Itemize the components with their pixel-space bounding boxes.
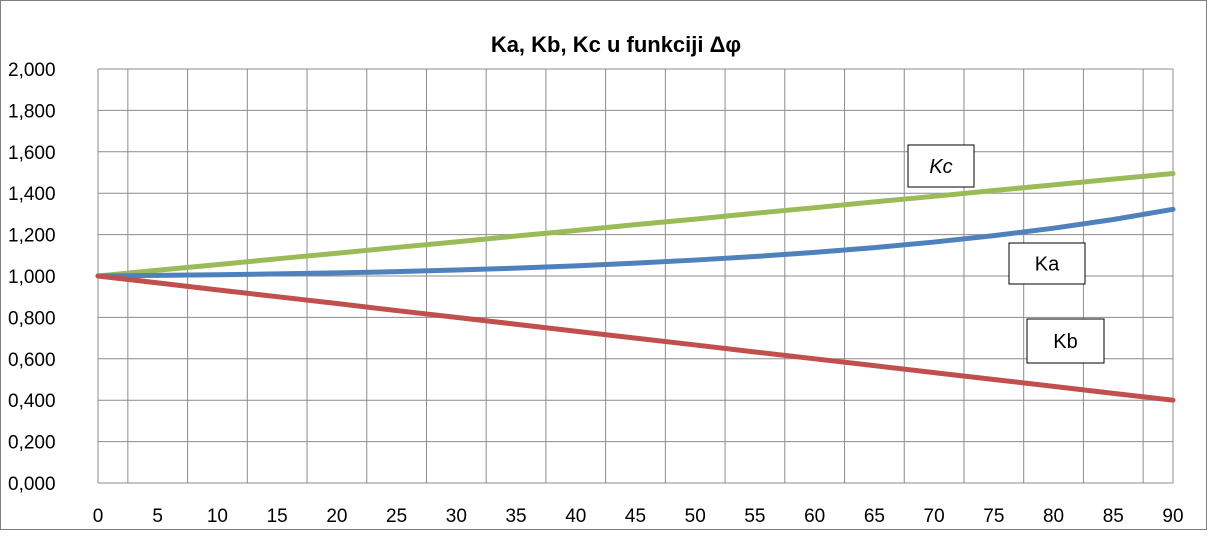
y-tick-label: 1,000 bbox=[8, 267, 56, 288]
series-label-ka: Ka bbox=[1035, 254, 1060, 276]
x-tick-label: 80 bbox=[1043, 506, 1064, 527]
series-line-ka bbox=[95, 206, 1176, 279]
series-label-boxes: Kc Ka Kb bbox=[907, 144, 1105, 364]
x-tick-label: 35 bbox=[505, 506, 526, 527]
label-box-kb: Kb bbox=[1026, 318, 1105, 364]
x-tick-label: 25 bbox=[386, 506, 407, 527]
axis-tick-labels: 0,000 0,200 0,400 0,600 0,800 1,000 1,200 1,400… bbox=[8, 60, 1184, 527]
y-tick-label: 0,400 bbox=[8, 391, 56, 412]
y-tick-label: 0,000 bbox=[8, 474, 56, 495]
x-tick-label: 30 bbox=[446, 506, 467, 527]
x-tick-label: 65 bbox=[864, 506, 885, 527]
series-label-kb: Kb bbox=[1053, 331, 1077, 353]
x-tick-label: 70 bbox=[924, 506, 945, 527]
x-tick-label: 55 bbox=[744, 506, 765, 527]
x-tick-label: 85 bbox=[1103, 506, 1124, 527]
y-tick-label: 1,200 bbox=[8, 226, 56, 247]
x-tick-label: 60 bbox=[804, 506, 825, 527]
y-tick-label: 0,600 bbox=[8, 350, 56, 371]
x-tick-label: 15 bbox=[267, 506, 288, 527]
y-tick-label: 0,200 bbox=[8, 433, 56, 454]
x-tick-label: 75 bbox=[983, 506, 1004, 527]
x-tick-label: 10 bbox=[207, 506, 228, 527]
y-tick-label: 1,400 bbox=[8, 184, 56, 205]
y-tick-label: 1,600 bbox=[8, 143, 56, 164]
y-tick-label: 2,000 bbox=[8, 60, 56, 81]
label-box-frame bbox=[1008, 242, 1086, 285]
x-tick-label: 5 bbox=[152, 506, 163, 527]
series-lines bbox=[95, 171, 1176, 403]
y-tick-label: 1,800 bbox=[8, 101, 56, 122]
y-tick-label: 0,800 bbox=[8, 308, 56, 329]
x-tick-label: 40 bbox=[565, 506, 586, 527]
series-line-kb bbox=[95, 273, 1176, 403]
x-tick-label: 50 bbox=[685, 506, 706, 527]
series-line-kc bbox=[95, 171, 1176, 279]
label-box-kc: Kc bbox=[907, 144, 975, 188]
label-box-ka: Ka bbox=[1008, 242, 1086, 285]
label-box-frame bbox=[1026, 318, 1105, 364]
x-tick-label: 0 bbox=[93, 506, 104, 527]
x-tick-label: 45 bbox=[625, 506, 646, 527]
x-tick-label: 90 bbox=[1162, 506, 1183, 527]
label-box-frame bbox=[907, 144, 975, 188]
series-label-kc: Kc bbox=[929, 156, 952, 178]
x-tick-label: 20 bbox=[326, 506, 347, 527]
chart-title: Ka, Kb, Kc u funkciji Δφ bbox=[491, 32, 741, 57]
